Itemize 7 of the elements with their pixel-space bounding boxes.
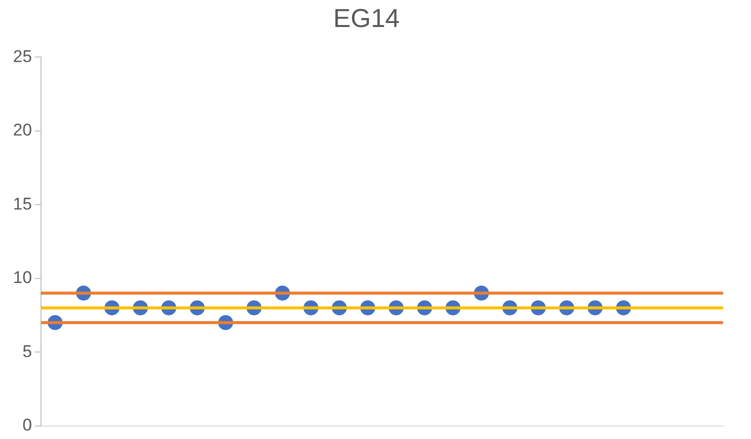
- chart-title: EG14: [333, 2, 400, 33]
- y-tick-label: 20: [12, 120, 32, 140]
- y-tick-label: 15: [12, 194, 32, 214]
- y-tick-label: 10: [12, 268, 32, 288]
- y-tick-label: 5: [22, 342, 32, 361]
- y-tick-label: 0: [22, 415, 32, 434]
- y-tick-label: 25: [12, 46, 32, 66]
